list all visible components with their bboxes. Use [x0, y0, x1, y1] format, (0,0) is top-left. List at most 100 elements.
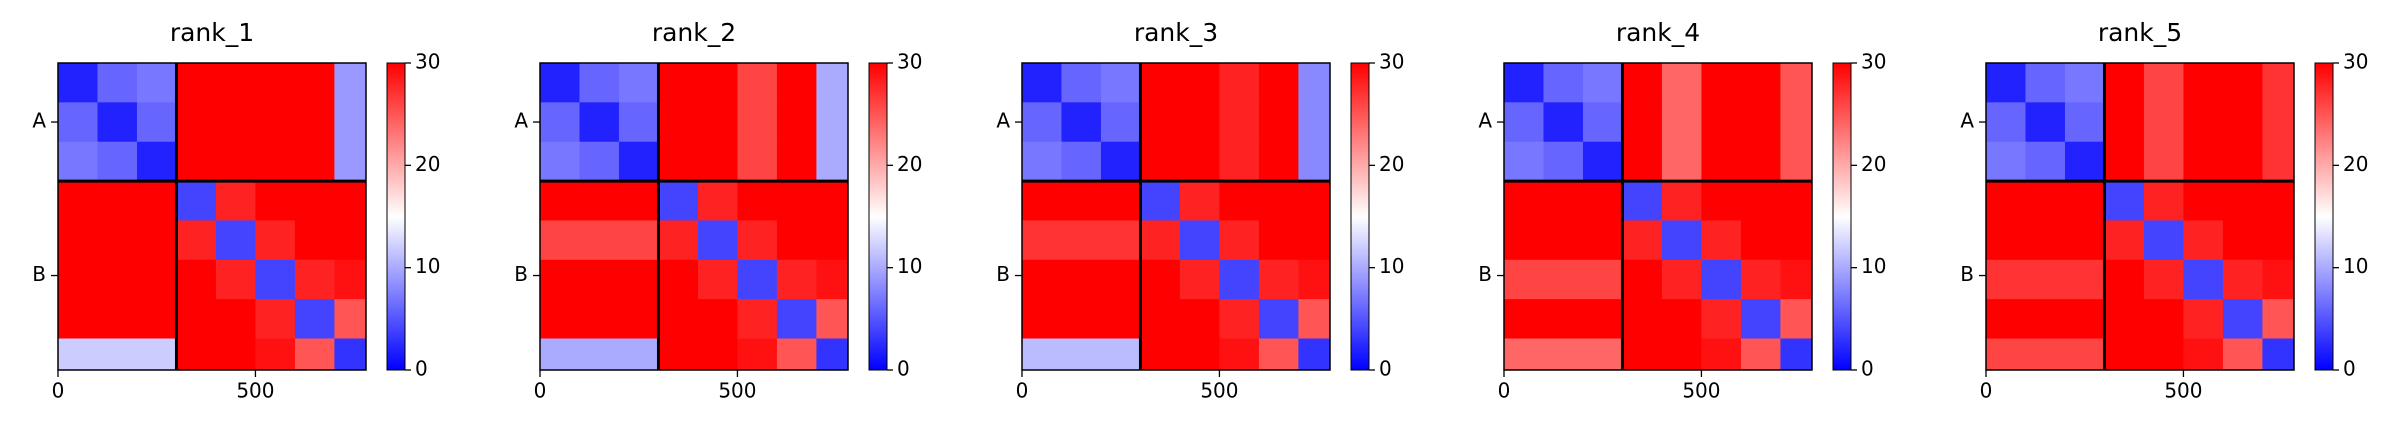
- heatmap-cell: [737, 63, 778, 103]
- heatmap-cell: [2064, 102, 2105, 143]
- heatmap-cell: [255, 63, 296, 103]
- heatmap-cell: [540, 63, 580, 103]
- panel: rank_5 0 500 A B 0 10 20 30: [1960, 18, 2368, 403]
- heatmap-cell: [618, 338, 659, 371]
- heatmap-cell: [1986, 102, 2026, 143]
- heatmap-cell: [1061, 220, 1102, 261]
- heatmap-cell: [58, 141, 98, 182]
- heatmap-cell: [1258, 220, 1299, 261]
- heatmap-cell: [1582, 102, 1623, 143]
- heatmap-cell: [1504, 141, 1544, 182]
- heatmap-cell: [2222, 63, 2263, 103]
- heatmap-cell: [579, 299, 620, 340]
- heatmap-cell: [1219, 102, 1260, 143]
- heatmap-cell: [1622, 338, 1663, 371]
- heatmap-cell: [1661, 338, 1702, 371]
- heatmap-cell: [2262, 181, 2295, 221]
- heatmap-cell: [1100, 141, 1141, 182]
- heatmap-cell: [1701, 181, 1742, 221]
- heatmap-cell: [2183, 63, 2224, 103]
- heatmap-cell: [618, 141, 659, 182]
- heatmap-cell: [255, 181, 296, 221]
- heatmap-cell: [1258, 63, 1299, 103]
- heatmap-cell: [658, 63, 699, 103]
- heatmap-cell: [1140, 259, 1181, 300]
- heatmap-cell: [2025, 102, 2066, 143]
- heatmap-cell: [1543, 181, 1584, 221]
- heatmap-cell: [2104, 141, 2145, 182]
- heatmap-cell: [1022, 338, 1062, 371]
- heatmap-cell: [540, 141, 580, 182]
- heatmap-cell: [1100, 102, 1141, 143]
- heatmap-cell: [97, 259, 138, 300]
- heatmap-cell: [1258, 102, 1299, 143]
- heatmap-cell: [1179, 259, 1220, 300]
- heatmap-cell: [1740, 299, 1781, 340]
- panel: rank_1 0 500 A B 0 10 20 30: [32, 18, 440, 403]
- panel-title: rank_4: [1616, 18, 1700, 47]
- colorbar-tick-label: 10: [415, 254, 440, 278]
- heatmap-cell: [1100, 220, 1141, 261]
- y-tick-label: A: [996, 109, 1010, 133]
- heatmap-cell: [334, 259, 367, 300]
- heatmap-cell: [255, 299, 296, 340]
- heatmap-cell: [97, 102, 138, 143]
- x-tick-label: 500: [718, 379, 756, 403]
- heatmap-cell: [136, 181, 177, 221]
- heatmap-cell: [215, 220, 256, 261]
- heatmap-cell: [658, 220, 699, 261]
- heatmap-cell: [2025, 299, 2066, 340]
- heatmap-cell: [1179, 141, 1220, 182]
- heatmap-cell: [1298, 220, 1331, 261]
- heatmap-cell: [215, 259, 256, 300]
- heatmap-cell: [1219, 338, 1260, 371]
- heatmap-cell: [2183, 259, 2224, 300]
- heatmap-cell: [1298, 338, 1331, 371]
- heatmap-cell: [540, 259, 580, 300]
- heatmap-cell: [294, 220, 335, 261]
- heatmap-cell: [58, 181, 98, 221]
- heatmap-cell: [1582, 141, 1623, 182]
- heatmap-cell: [2025, 259, 2066, 300]
- heatmap-cell: [2222, 102, 2263, 143]
- heatmap-cell: [2143, 181, 2184, 221]
- heatmap-cell: [97, 220, 138, 261]
- heatmap-cell: [540, 338, 580, 371]
- panel: rank_4 0 500 A B 0 10 20 30: [1478, 18, 1886, 403]
- heatmap-cell: [2262, 102, 2295, 143]
- heatmap-cell: [1543, 141, 1584, 182]
- heatmap-cell: [136, 338, 177, 371]
- heatmap-cell: [1661, 63, 1702, 103]
- heatmap-cell: [2262, 220, 2295, 261]
- heatmap-cell: [1298, 181, 1331, 221]
- heatmap-cell: [618, 220, 659, 261]
- heatmap-cell: [2025, 141, 2066, 182]
- heatmap-cell: [579, 63, 620, 103]
- heatmap-cell: [1219, 181, 1260, 221]
- heatmap-cell: [215, 141, 256, 182]
- heatmap-cell: [334, 63, 367, 103]
- heatmap-cell: [737, 102, 778, 143]
- heatmap-cell: [2222, 299, 2263, 340]
- heatmap-cell: [1022, 102, 1062, 143]
- heatmap-cell: [579, 338, 620, 371]
- heatmap-cell: [1100, 63, 1141, 103]
- heatmap-cell: [97, 338, 138, 371]
- heatmap-cell: [1258, 299, 1299, 340]
- heatmap-cell: [2143, 299, 2184, 340]
- panel-title: rank_2: [652, 18, 736, 47]
- x-tick-label: 500: [1200, 379, 1238, 403]
- heatmap-cell: [2025, 338, 2066, 371]
- heatmap-cell: [1661, 141, 1702, 182]
- heatmap-cell: [2143, 141, 2184, 182]
- heatmap-cell: [97, 181, 138, 221]
- heatmap-cell: [136, 220, 177, 261]
- heatmap-cell: [2143, 220, 2184, 261]
- heatmap-cell: [1100, 259, 1141, 300]
- heatmap-cell: [1219, 141, 1260, 182]
- heatmap-cell: [2064, 259, 2105, 300]
- heatmap-cell: [1701, 63, 1742, 103]
- heatmap-cell: [816, 220, 849, 261]
- heatmap-cell: [136, 259, 177, 300]
